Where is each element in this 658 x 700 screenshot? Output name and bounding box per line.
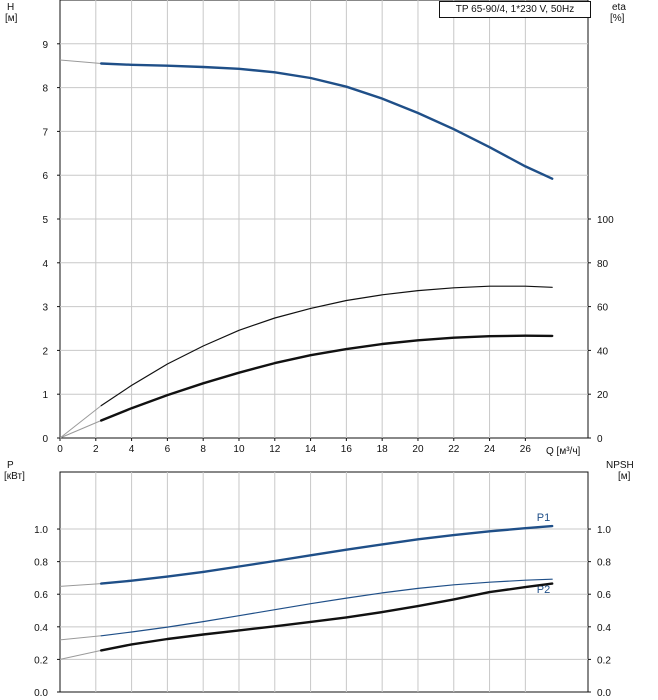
left-axis-tick-label: 3 bbox=[42, 303, 48, 314]
x-axis-tick-label: 8 bbox=[200, 444, 206, 455]
x-axis-tick-label: 2 bbox=[93, 444, 99, 455]
series-label-p2: P2 bbox=[537, 584, 550, 596]
series-line-eta-lower bbox=[99, 334, 554, 422]
series-line-p2 bbox=[100, 578, 553, 637]
x-axis-tick-label: 18 bbox=[377, 444, 389, 455]
x-axis-tick-label: 24 bbox=[484, 444, 496, 455]
right-axis-tick-label: 0.4 bbox=[597, 623, 611, 634]
series-label-p1: P1 bbox=[537, 512, 550, 524]
eta-axis-unit: [%] bbox=[610, 13, 625, 24]
series-line-npsh bbox=[99, 582, 554, 652]
series-extrapolation-eta-lower bbox=[59, 420, 102, 439]
x-axis-tick-label: 20 bbox=[412, 444, 424, 455]
x-axis-tick-label: 26 bbox=[520, 444, 532, 455]
left-axis-tick-label: 0.2 bbox=[34, 655, 48, 666]
x-axis-tick-label: 4 bbox=[129, 444, 135, 455]
series-line-p1 bbox=[99, 524, 554, 585]
right-axis-tick-label: 0.8 bbox=[597, 558, 611, 569]
x-axis-tick-label: 6 bbox=[165, 444, 171, 455]
p-axis-label: P bbox=[7, 460, 14, 471]
q-axis-label: Q [м³/ч] bbox=[546, 446, 581, 457]
right-axis-tick-label: 40 bbox=[597, 346, 609, 357]
left-axis-tick-label: 9 bbox=[42, 40, 48, 51]
x-axis-tick-label: 10 bbox=[233, 444, 245, 455]
left-axis-tick-label: 0.6 bbox=[34, 590, 48, 601]
right-axis-tick-label: 0 bbox=[597, 434, 603, 445]
series-line-eta-upper bbox=[100, 285, 553, 407]
h-axis-label: H bbox=[7, 2, 15, 13]
chart-title: TP 65-90/4, 1*230 V, 50Hz bbox=[439, 1, 591, 18]
left-axis-tick-label: 0.4 bbox=[34, 623, 48, 634]
left-axis-tick-label: 0 bbox=[42, 434, 48, 445]
left-axis-tick-label: 2 bbox=[42, 346, 48, 357]
left-axis-tick-label: 5 bbox=[42, 215, 48, 226]
left-axis-tick-label: 8 bbox=[42, 84, 48, 95]
series-extrapolation-p1 bbox=[59, 583, 102, 587]
series-extrapolation-eta-upper bbox=[59, 405, 102, 439]
series-extrapolation-h bbox=[59, 59, 102, 64]
x-axis-tick-label: 12 bbox=[269, 444, 281, 455]
right-axis-tick-label: 0.6 bbox=[597, 590, 611, 601]
p-axis-unit: [кВт] bbox=[4, 471, 25, 482]
x-axis-tick-label: 16 bbox=[341, 444, 353, 455]
x-axis-tick-label: 14 bbox=[305, 444, 317, 455]
left-axis-tick-label: 6 bbox=[42, 171, 48, 182]
right-axis-tick-label: 0.2 bbox=[597, 655, 611, 666]
x-axis-tick-label: 0 bbox=[57, 444, 63, 455]
left-axis-tick-label: 0.0 bbox=[34, 688, 48, 699]
x-axis-tick-label: 22 bbox=[448, 444, 460, 455]
left-axis-tick-label: 4 bbox=[42, 259, 48, 270]
left-axis-tick-label: 7 bbox=[42, 127, 48, 138]
npsh-axis-unit: [м] bbox=[618, 471, 631, 482]
right-axis-tick-label: 100 bbox=[597, 215, 614, 226]
left-axis-tick-label: 1 bbox=[42, 390, 48, 401]
series-extrapolation-p2 bbox=[59, 635, 102, 641]
right-axis-tick-label: 20 bbox=[597, 390, 609, 401]
left-axis-tick-label: 0.8 bbox=[34, 558, 48, 569]
right-axis-tick-label: 1.0 bbox=[597, 525, 611, 536]
npsh-axis-label: NPSH bbox=[606, 460, 634, 471]
left-axis-tick-label: 1.0 bbox=[34, 525, 48, 536]
right-axis-tick-label: 60 bbox=[597, 303, 609, 314]
eta-axis-label: eta bbox=[612, 2, 626, 13]
series-extrapolation-npsh bbox=[59, 649, 102, 660]
right-axis-tick-label: 80 bbox=[597, 259, 609, 270]
h-axis-unit: [м] bbox=[5, 13, 18, 24]
right-axis-tick-label: 0.0 bbox=[597, 688, 611, 699]
series-line-h bbox=[99, 62, 554, 180]
